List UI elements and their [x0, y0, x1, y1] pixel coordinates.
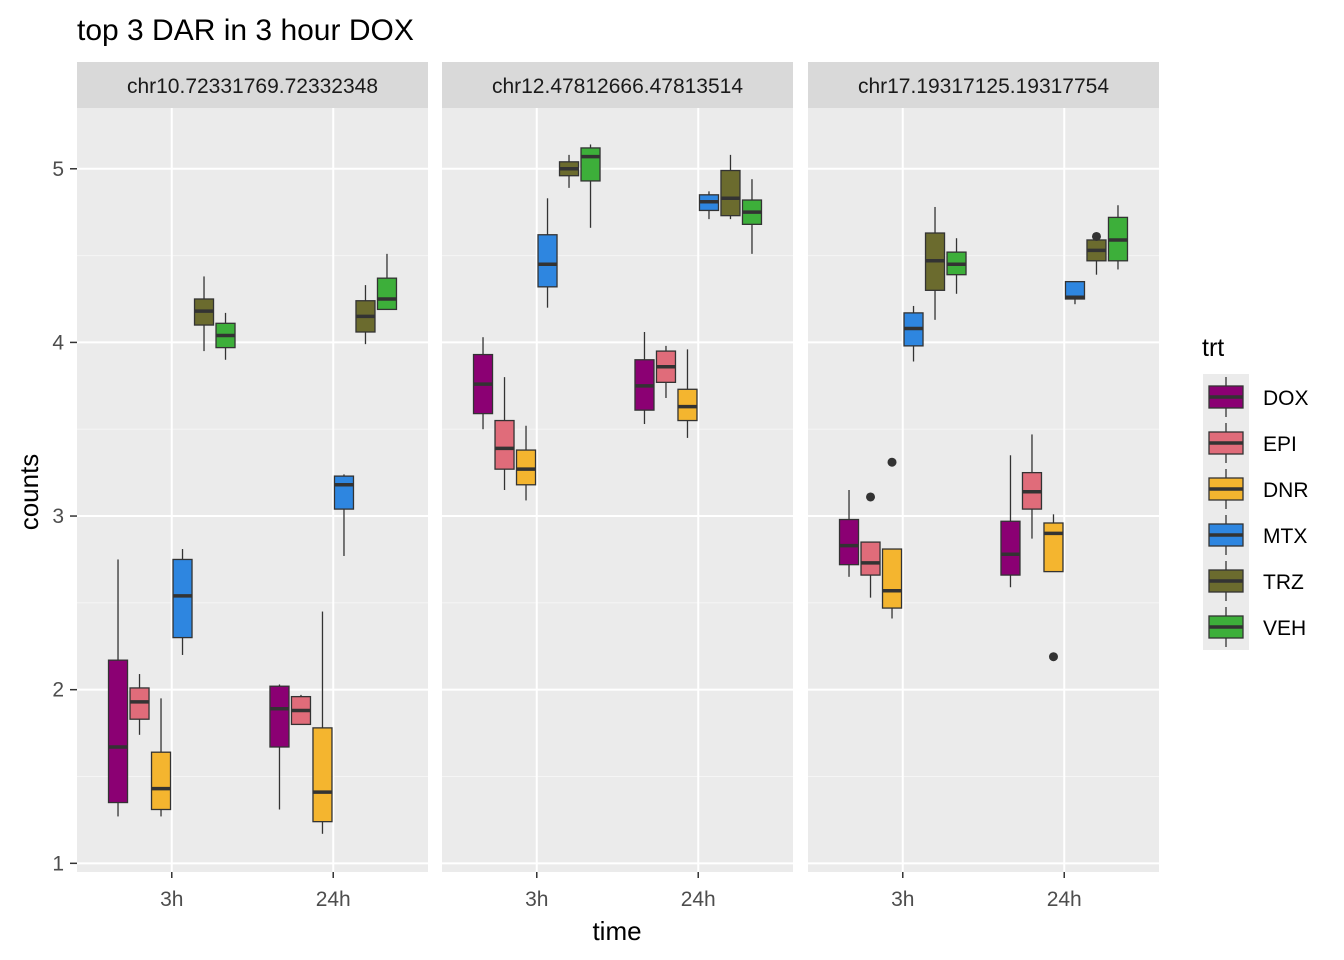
box-body — [172, 558, 193, 639]
box-trz-24h — [1086, 231, 1107, 275]
facet-strip — [442, 62, 793, 108]
box-body — [1043, 522, 1064, 573]
box-epi-3h — [129, 674, 150, 735]
panel-background — [442, 108, 793, 872]
box-epi-3h — [860, 492, 881, 598]
x-tick-label: 3h — [525, 888, 548, 911]
box-body — [333, 475, 355, 510]
x-tick-label: 3h — [891, 888, 914, 911]
box-mtx-24h — [1064, 280, 1086, 305]
legend-item-dox: DOX — [1203, 374, 1309, 420]
legend-item-mtx: MTX — [1203, 512, 1307, 558]
x-tick-label: 24h — [316, 888, 351, 911]
box-body — [1000, 520, 1021, 576]
box-dox-3h — [838, 490, 860, 577]
legend-label: TRZ — [1263, 571, 1304, 594]
box-veh-24h — [741, 179, 763, 254]
box-epi-3h — [494, 377, 515, 490]
x-tick-label: 24h — [1047, 888, 1082, 911]
box-trz-3h — [924, 206, 946, 320]
box-body — [494, 419, 515, 470]
facet-strip-label: chr10.72331769.72332348 — [127, 75, 378, 98]
y-tick-label: 1 — [52, 852, 64, 875]
legend-label: DOX — [1263, 387, 1309, 410]
box-body — [580, 147, 601, 182]
legend-item-veh: VEH — [1203, 604, 1306, 650]
panel-background — [808, 108, 1159, 872]
box-body — [720, 169, 741, 217]
facet-strip-label: chr12.47812666.47813514 — [492, 75, 743, 98]
box-dox-24h — [1000, 455, 1021, 588]
box-body — [150, 751, 172, 811]
y-axis: 1 2 3 4 5 — [52, 158, 77, 875]
box-epi-24h — [655, 345, 677, 398]
box-trz-24h — [355, 285, 376, 345]
chart-title: top 3 DAR in 3 hour DOX — [77, 14, 414, 47]
legend-title: trt — [1202, 334, 1224, 362]
x-tick-label: 3h — [160, 888, 183, 911]
legend-label: MTX — [1263, 525, 1307, 548]
box-mtx-3h — [537, 198, 558, 308]
box-body — [881, 548, 903, 609]
box-body — [838, 518, 860, 566]
box-veh-3h — [946, 238, 967, 294]
facet-panel: chr12.47812666.47813514 3h 24h — [442, 62, 793, 911]
box-dox-24h — [269, 684, 290, 810]
box-body — [312, 727, 333, 823]
box-veh-24h — [376, 253, 398, 311]
box-veh-3h — [580, 144, 601, 228]
facet-panel: chr17.19317125.19317754 3h 24h — [808, 62, 1159, 911]
legend: trt DOX EPI DNR MTX TRZ VEH — [1202, 334, 1309, 650]
y-tick-label: 4 — [52, 331, 64, 354]
box-mtx-24h — [333, 474, 355, 556]
facet-strip — [77, 62, 428, 108]
outlier-point — [1048, 652, 1058, 662]
outlier-point — [1091, 231, 1101, 241]
box-dox-3h — [472, 337, 494, 430]
facet-panel: chr10.72331769.72332348 3h 24h — [77, 62, 428, 911]
box-dnr-24h — [677, 349, 698, 438]
outlier-point — [887, 457, 897, 467]
box-body — [860, 541, 881, 576]
box-dnr-24h — [312, 611, 333, 834]
x-tick-label: 24h — [681, 888, 716, 911]
y-tick-label: 3 — [52, 505, 64, 528]
box-veh-24h — [1107, 205, 1129, 270]
box-dox-3h — [107, 559, 129, 817]
legend-label: VEH — [1263, 617, 1306, 640]
box-epi-24h — [1021, 434, 1043, 539]
box-dnr-3h — [150, 698, 172, 817]
outlier-point — [866, 492, 876, 502]
box-mtx-3h — [903, 305, 924, 362]
legend-item-trz: TRZ — [1203, 558, 1304, 604]
y-axis-label: counts — [14, 454, 44, 531]
facet-strip-label: chr17.19317125.19317754 — [858, 75, 1109, 98]
box-body — [537, 234, 558, 288]
box-dnr-3h — [881, 457, 903, 619]
box-dnr-3h — [515, 425, 537, 501]
x-axis-label: time — [592, 916, 641, 946]
y-tick-label: 2 — [52, 679, 64, 702]
facet-strip — [808, 62, 1159, 108]
box-veh-3h — [215, 312, 236, 360]
box-trz-3h — [193, 276, 215, 352]
box-body — [269, 685, 290, 748]
box-dox-24h — [634, 331, 655, 425]
box-trz-24h — [720, 154, 741, 220]
legend-label: DNR — [1263, 479, 1309, 502]
box-body — [107, 659, 129, 804]
box-mtx-24h — [698, 191, 720, 220]
box-dnr-24h — [1043, 514, 1064, 662]
box-mtx-3h — [172, 549, 193, 655]
y-tick-label: 5 — [52, 158, 64, 181]
panel-background — [77, 108, 428, 872]
box-body — [376, 277, 398, 311]
legend-item-dnr: DNR — [1203, 466, 1309, 512]
box-epi-24h — [290, 694, 312, 726]
box-trz-3h — [558, 154, 580, 188]
legend-item-epi: EPI — [1203, 420, 1297, 466]
legend-label: EPI — [1263, 433, 1297, 456]
